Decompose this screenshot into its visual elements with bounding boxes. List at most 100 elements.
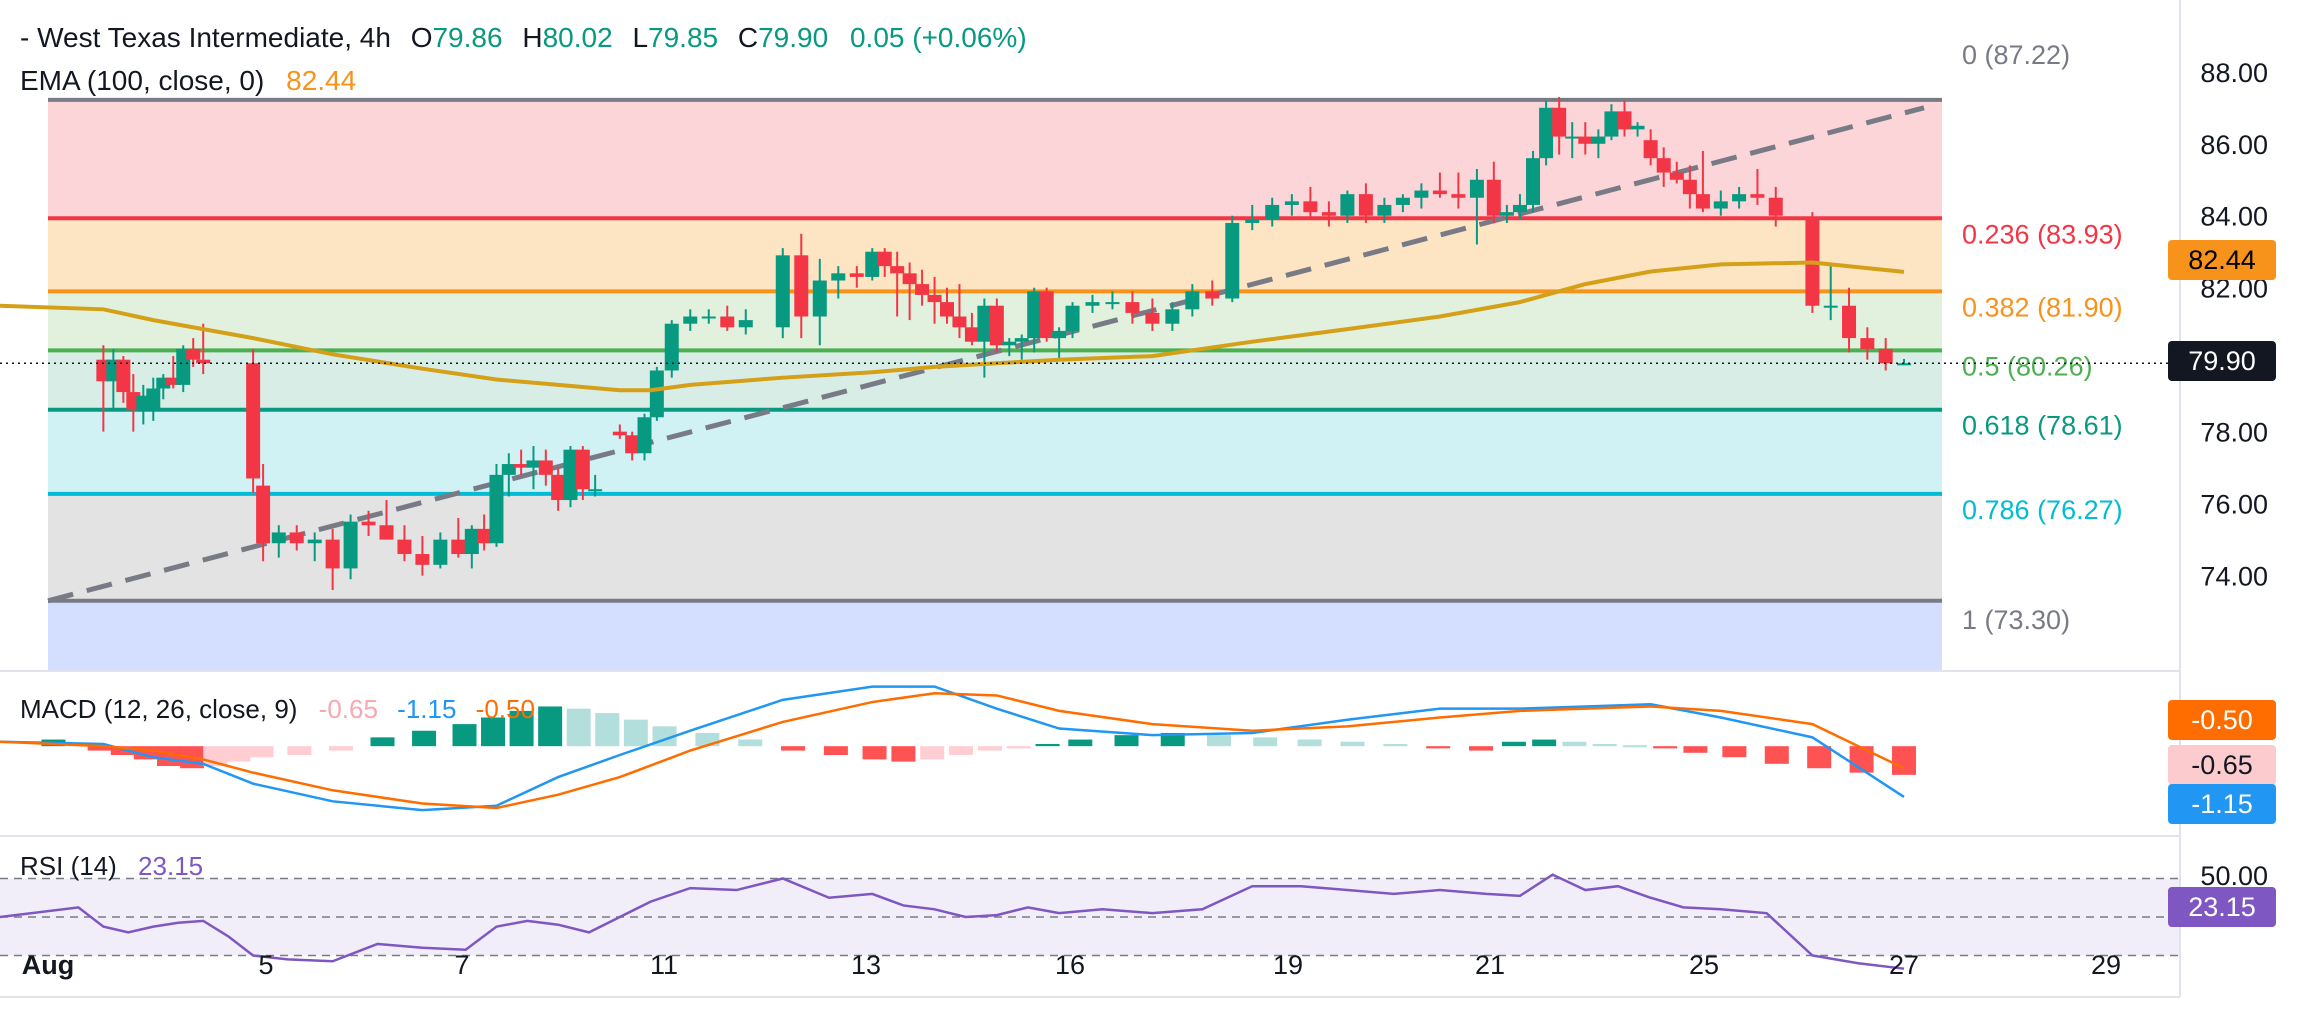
time-axis-ticks[interactable]: Aug 5 7 11 13 16 19 21 25 27 29 <box>22 950 2121 980</box>
macd-histogram <box>41 706 1916 775</box>
candle <box>1014 334 1029 360</box>
fib-label-0: 0 (87.22) <box>1962 40 2070 70</box>
candle <box>812 258 827 346</box>
candle <box>538 449 553 486</box>
candle <box>526 446 541 490</box>
macd-bar <box>249 746 274 758</box>
candle <box>1695 150 1710 213</box>
macd-bar <box>1653 746 1678 749</box>
candle <box>794 233 809 339</box>
macd-bar <box>1160 732 1185 747</box>
ema-badge-value: 82.44 <box>2188 245 2256 275</box>
fib-zone-5 <box>48 493 1942 601</box>
rsi-legend[interactable]: RSI (14) 23.15 <box>20 851 203 881</box>
time-tick: 16 <box>1055 950 1085 980</box>
fib-zone-1 <box>48 218 1942 292</box>
fib-label-0.786: 0.786 (76.27) <box>1962 495 2123 525</box>
price-change: 0.05 (+0.06%) <box>850 22 1027 53</box>
macd-signal-badge-value: -0.50 <box>2191 705 2253 735</box>
candle <box>246 348 261 493</box>
rsi-tick: 50.00 <box>2200 861 2268 891</box>
macd-bar <box>1562 741 1587 747</box>
candle <box>477 514 492 551</box>
candle <box>1842 287 1857 353</box>
candle <box>1245 204 1260 231</box>
candle <box>343 514 358 580</box>
candle <box>1027 287 1042 353</box>
rsi-badge: 23.15 <box>2168 887 2276 927</box>
candle <box>612 424 627 439</box>
macd-bar <box>862 746 887 760</box>
candle <box>1205 280 1220 306</box>
macd-bar <box>891 746 916 762</box>
candle <box>514 449 529 475</box>
macd-bar <box>287 746 312 755</box>
candle <box>156 374 171 400</box>
macd-legend-hist: -0.65 <box>319 694 378 724</box>
macd-bar <box>481 717 506 747</box>
macd-bar <box>1622 745 1647 748</box>
macd-bar <box>1807 746 1832 769</box>
candle <box>649 366 664 421</box>
candle <box>1499 204 1514 223</box>
candle <box>1185 284 1200 317</box>
macd-signal-badge: -0.50 <box>2168 700 2276 740</box>
price-tick: 86.00 <box>2200 130 2268 160</box>
candle <box>1713 190 1728 216</box>
macd-bar <box>1683 746 1708 753</box>
candle <box>1860 327 1875 360</box>
candle <box>575 446 590 501</box>
macd-bar <box>1892 746 1916 775</box>
rsi-legend-value: 23.15 <box>138 851 203 881</box>
candle <box>1432 172 1447 198</box>
fib-zone-3 <box>48 350 1942 410</box>
time-tick: 7 <box>454 950 469 980</box>
macd-bar <box>1592 743 1617 747</box>
candle <box>1321 201 1336 227</box>
macd-bar <box>1006 746 1031 749</box>
candle <box>927 276 942 324</box>
macd-bar <box>1114 735 1139 747</box>
time-tick: 13 <box>851 950 881 980</box>
candle <box>940 287 955 324</box>
candle <box>683 309 698 331</box>
macd-line-badge-value: -1.15 <box>2191 789 2253 819</box>
fibonacci-labels: 0 (87.22) 0.236 (83.93) 0.382 (81.90) 0.5 (… <box>1962 40 2123 635</box>
macd-bar <box>538 706 563 747</box>
candle <box>701 309 716 324</box>
candle <box>890 251 905 317</box>
macd-bar <box>977 746 1002 751</box>
candle <box>1145 298 1160 331</box>
candle <box>415 536 430 576</box>
macd-hist-badge: -0.65 <box>2168 745 2276 785</box>
candle <box>849 266 864 288</box>
candle <box>1552 96 1567 155</box>
candle <box>271 525 286 558</box>
candle <box>1358 183 1373 223</box>
trendline[interactable] <box>47 105 1925 604</box>
fib-label-1: 1 (73.30) <box>1962 605 2070 635</box>
candle <box>1526 150 1541 213</box>
candle <box>116 356 131 403</box>
candle <box>1125 291 1140 324</box>
candle <box>1591 129 1606 159</box>
macd-legend[interactable]: MACD (12, 26, close, 9) -0.65 -1.15 -0.5… <box>20 694 535 724</box>
candle <box>1284 194 1299 216</box>
macd-bar <box>412 730 437 747</box>
ema-legend[interactable]: EMA (100, close, 0) 82.44 <box>20 65 356 96</box>
candle <box>1897 358 1911 366</box>
candle <box>664 320 679 378</box>
last-price-badge: 79.90 <box>2168 341 2276 381</box>
candle <box>1630 122 1645 137</box>
candle <box>1085 294 1100 313</box>
candle <box>637 413 652 461</box>
candle <box>361 510 376 537</box>
macd-signal-line <box>0 691 1905 810</box>
price-tick: 74.00 <box>2200 562 2268 592</box>
candle <box>1052 327 1067 360</box>
macd-bar <box>1297 739 1322 747</box>
candle <box>1039 287 1054 342</box>
ema-100-line <box>0 260 1905 393</box>
candle <box>989 298 1004 353</box>
